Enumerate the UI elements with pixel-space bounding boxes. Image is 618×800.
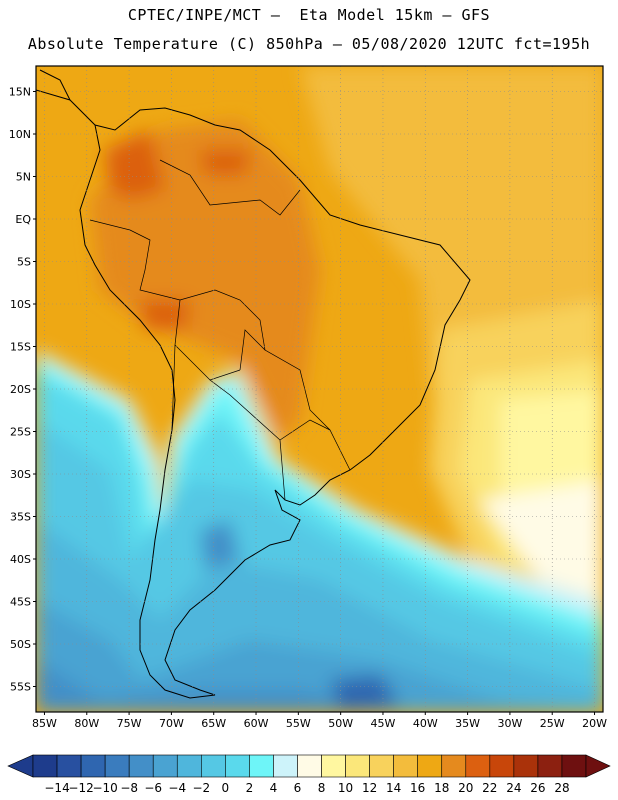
colorbar-label: 0 [222, 781, 230, 795]
colorbar-label: 8 [318, 781, 326, 795]
colorbar-label: 6 [294, 781, 302, 795]
colorbar-label: 20 [458, 781, 473, 795]
colorbar-label: −6 [144, 781, 162, 795]
lat-tick-label: 10S [10, 298, 31, 311]
lat-tick-label: EQ [15, 213, 31, 226]
lon-tick-label: 20W [582, 717, 607, 730]
lat-tick-label: 30S [10, 468, 31, 481]
lon-tick-label: 55W [286, 717, 311, 730]
lat-tick-label: 25S [10, 426, 31, 439]
colorbar-label: −8 [120, 781, 138, 795]
colorbar-high-arrow [585, 754, 611, 778]
lon-tick-label: 50W [328, 717, 353, 730]
lat-tick-label: 10N [9, 128, 31, 141]
colorbar-low-arrow [7, 754, 34, 778]
colorbar-swatch [345, 754, 370, 778]
colorbar-label: 28 [554, 781, 569, 795]
colorbar-label: 2 [246, 781, 254, 795]
colorbar-swatch [128, 754, 154, 778]
colorbar-label: 16 [410, 781, 425, 795]
lat-tick-label: 50S [10, 638, 31, 651]
colorbar-swatch [393, 754, 418, 778]
lat-tick-label: 15S [10, 341, 31, 354]
colorbar-swatch [489, 754, 515, 778]
lat-tick-label: 35S [10, 511, 31, 524]
colorbar-swatch [465, 754, 491, 778]
lat-tick-label: 5S [17, 256, 31, 269]
temperature-map: 15N 10N 5N EQ 5S 10S 15S 20S 25S 30S 35S 40S 45S 50S 5… [9, 65, 607, 730]
colorbar-swatch [152, 754, 178, 778]
colorbar-swatch [561, 754, 587, 778]
colorbar-swatch [537, 754, 563, 778]
colorbar-label: −2 [192, 781, 210, 795]
colorbar-label: 12 [362, 781, 377, 795]
lon-tick-label: 65W [201, 717, 226, 730]
colorbar-label: 24 [506, 781, 521, 795]
coastline [36, 69, 471, 699]
colorbar-swatch [32, 754, 58, 778]
colorbar-swatch [441, 754, 467, 778]
lon-tick-label: 70W [159, 717, 184, 730]
lat-tick-label: 55S [10, 681, 31, 694]
colorbar-swatch [104, 754, 130, 778]
lat-tick-label: 40S [10, 553, 31, 566]
lon-tick-label: 80W [74, 717, 99, 730]
colorbar-swatch [56, 754, 82, 778]
lon-tick-label: 40W [413, 717, 438, 730]
lat-tick-label: 5N [16, 171, 31, 184]
map-title-line-2: Absolute Temperature (C) 850hPa – 05/08/… [27, 35, 591, 53]
colorbar-label: 18 [434, 781, 449, 795]
lon-tick-label: 60W [244, 717, 269, 730]
longitude-axis: 85W 80W 75W 70W 65W 60W 55W 50W 45W 40W 35W 30W 25W 2… [32, 712, 607, 730]
colorbar-label: 22 [482, 781, 497, 795]
lon-tick-label: 35W [455, 717, 480, 730]
lon-tick-label: 45W [371, 717, 396, 730]
colorbar-swatch [513, 754, 539, 778]
colorbar: −14−12−10 −8 −6 −4 −2 0 2 4 6 8 10 12 14 16 18 20 22 24 26… [7, 754, 611, 795]
lat-tick-label: 20S [10, 383, 31, 396]
colorbar-swatch [176, 754, 202, 778]
lat-tick-label: 45S [10, 596, 31, 609]
colorbar-label: −12 [68, 781, 93, 795]
colorbar-swatch [273, 754, 298, 778]
lat-tick-label: 15N [9, 86, 31, 99]
colorbar-swatch [201, 754, 226, 778]
colorbar-label: 26 [530, 781, 545, 795]
colorbar-swatch [417, 754, 443, 778]
colorbar-swatch [369, 754, 394, 778]
colorbar-swatch [249, 754, 274, 778]
country-borders [89, 159, 351, 501]
colorbar-swatch [297, 754, 322, 778]
colorbar-label: −4 [168, 781, 186, 795]
colorbar-swatch [80, 754, 106, 778]
colorbar-label: 4 [270, 781, 278, 795]
lon-tick-label: 75W [117, 717, 142, 730]
temperature-field [36, 66, 603, 712]
map-title-line-1: CPTEC/INPE/MCT – Eta Model 15km – GFS [127, 6, 491, 24]
colorbar-label: 10 [338, 781, 353, 795]
lat-lon-grid [36, 66, 603, 712]
colorbar-label: 14 [386, 781, 401, 795]
lon-tick-label: 30W [497, 717, 522, 730]
colorbar-label: −14 [44, 781, 69, 795]
lon-tick-label: 25W [540, 717, 565, 730]
colorbar-swatch [225, 754, 250, 778]
lon-tick-label: 85W [32, 717, 57, 730]
colorbar-swatch [321, 754, 346, 778]
colorbar-label: −10 [92, 781, 117, 795]
latitude-axis: 15N 10N 5N EQ 5S 10S 15S 20S 25S 30S 35S 40S 45S 50S 5… [9, 86, 36, 694]
